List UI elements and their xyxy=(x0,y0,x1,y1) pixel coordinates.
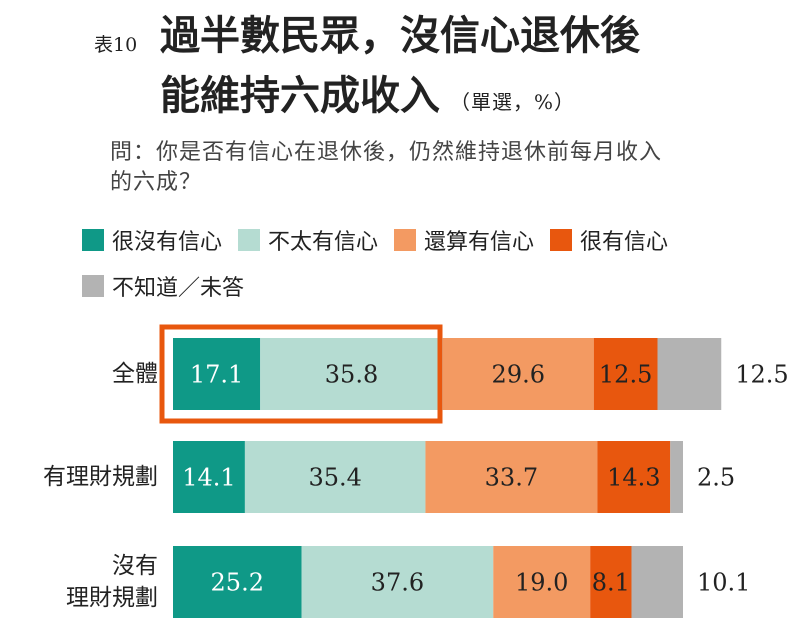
legend-swatch xyxy=(82,229,104,251)
value-label: 17.1 xyxy=(190,361,243,389)
bar-segment xyxy=(301,546,494,618)
bar-segment xyxy=(173,546,302,618)
value-label: 33.7 xyxy=(485,464,538,492)
bar-segment xyxy=(244,441,426,513)
legend: 很沒有信心 不太有信心 還算有信心 很有信心不知道／未答 xyxy=(82,226,782,301)
legend-swatch xyxy=(550,229,573,251)
bar-segment xyxy=(173,441,245,513)
value-label: 29.6 xyxy=(492,361,545,389)
value-label: 35.8 xyxy=(325,361,378,389)
legend-item: 很沒有信心 xyxy=(82,226,223,255)
bar-segment xyxy=(593,338,658,410)
value-label: 35.4 xyxy=(308,464,361,492)
legend-label: 不太有信心 xyxy=(268,230,379,255)
category-label: 沒有 理財規劃 xyxy=(66,553,158,611)
chart-title: 過半數民眾，沒信心退休後 能維持六成收入 xyxy=(160,12,640,119)
bar-segment xyxy=(590,546,632,618)
value-label: 25.2 xyxy=(211,569,264,597)
value-label: 10.1 xyxy=(697,569,750,597)
value-label: 2.5 xyxy=(697,464,735,492)
value-label: 14.1 xyxy=(182,464,235,492)
bar-segment xyxy=(493,546,591,618)
legend-item: 很有信心 xyxy=(550,226,669,255)
value-label: 37.6 xyxy=(371,569,424,597)
bar-segment xyxy=(260,338,443,410)
legend-label: 很沒有信心 xyxy=(112,230,223,255)
value-label: 12.5 xyxy=(735,361,788,389)
category-label: 有理財規劃 xyxy=(43,464,158,490)
bar-segment xyxy=(670,441,683,513)
category-label: 全體 xyxy=(112,361,158,387)
bar-segment xyxy=(657,338,722,410)
title-block: 過半數民眾，沒信心退休後 能維持六成收入 （單選，%） xyxy=(160,6,640,132)
bar-segment xyxy=(597,441,671,513)
legend-item: 還算有信心 xyxy=(394,226,535,255)
bar-segment xyxy=(631,546,683,618)
legend-label: 不知道／未答 xyxy=(112,276,245,301)
question: 問：你是否有信心在退休後，仍然維持退休前每月收入 的六成？ xyxy=(110,140,663,195)
table-number: 表10 xyxy=(94,34,138,56)
legend-item: 不太有信心 xyxy=(238,226,379,255)
bar-segment xyxy=(442,338,594,410)
highlight-box xyxy=(159,324,443,424)
legend-swatch xyxy=(82,275,104,297)
note: （單選，%） xyxy=(450,90,576,114)
legend-swatch xyxy=(394,229,417,251)
value-label: 19.0 xyxy=(515,569,568,597)
legend-label: 很有信心 xyxy=(580,230,669,255)
value-label: 14.3 xyxy=(607,464,660,492)
legend-swatch xyxy=(238,229,261,251)
bar-segment xyxy=(173,338,261,410)
legend-item: 不知道／未答 xyxy=(82,272,245,301)
legend-label: 還算有信心 xyxy=(424,230,535,255)
bar-segment xyxy=(425,441,598,513)
value-label: 8.1 xyxy=(592,569,630,597)
value-label: 12.5 xyxy=(599,361,652,389)
